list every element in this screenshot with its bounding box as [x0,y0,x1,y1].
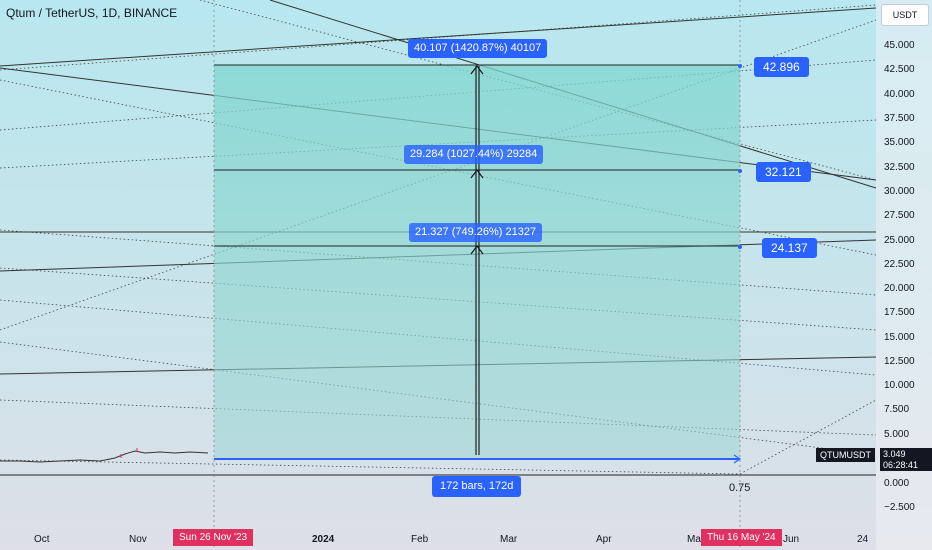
x-tick-2024: 2024 [312,534,335,545]
price-series[interactable] [0,450,209,463]
y-tick-label: 5.000 [884,429,910,440]
target-dots [738,64,742,249]
x-tick-oct: Oct [34,534,50,545]
x-tick-nov: Nov [129,534,147,545]
candle-countdown: 06:28:41 [880,459,932,471]
x-tick-mar: Mar [500,534,518,545]
ticker-symbol[interactable]: QTUMUSDT [816,448,875,462]
y-tick-label: 30.000 [884,186,915,197]
chart-title: Qtum / TetherUS, 1D, BINANCE [6,6,178,20]
target-badge-1[interactable]: 42.896 [754,57,809,77]
measure-label-top[interactable]: 40.107 (1420.87%) 40107 [408,39,548,58]
price-range-box[interactable] [214,65,740,458]
bars-range-arrowhead [733,454,742,464]
range-edges [213,0,741,550]
y-tick-label: 45.000 [884,40,915,51]
y-tick-label: 35.000 [884,137,915,148]
measure-label-lower[interactable]: 21.327 (749.26%) 21327 [409,223,543,242]
currency-button[interactable]: USDT [881,4,929,26]
y-tick-label: 32.500 [884,162,915,173]
x-tick-may: Ma [687,534,701,545]
y-tick-label: 27.500 [884,210,915,221]
x-tick-jun: Jun [783,534,800,545]
measure-label-middle[interactable]: 29.284 (1027.44%) 29284 [404,145,544,164]
y-tick-label: 22.500 [884,259,915,270]
y-tick-label: 20.000 [884,283,915,294]
range-end-date: Thu 16 May '24 [701,529,782,546]
last-price: 3.049 [880,448,932,460]
x-tick-apr: Apr [596,534,612,545]
price-series-red-ticks [120,448,138,458]
y-tick-label: 17.500 [884,307,915,318]
y-tick-label: 42.500 [884,64,915,75]
y-tick-label: 40.000 [884,89,915,100]
y-tick-label: 12.500 [884,356,915,367]
y-tick-label: −2.500 [884,502,915,513]
target-badge-3[interactable]: 24.137 [762,238,817,258]
y-tick-label: 0.000 [884,478,910,489]
bars-count-label[interactable]: 172 bars, 172d [432,476,522,497]
measure-arrows [470,65,484,455]
target-badge-2[interactable]: 32.121 [756,162,811,182]
range-start-date: Sun 26 Nov '23 [173,529,254,546]
y-tick-label: 37.500 [884,113,915,124]
y-tick-label: 15.000 [884,332,915,343]
x-tick-feb: Feb [411,534,429,545]
y-tick-label: 10.000 [884,380,915,391]
y-tick-label: 25.000 [884,235,915,246]
x-tick-24: 24 [857,534,869,545]
y-tick-label: 7.500 [884,404,910,415]
fib-level-label: 0.75 [729,482,751,494]
